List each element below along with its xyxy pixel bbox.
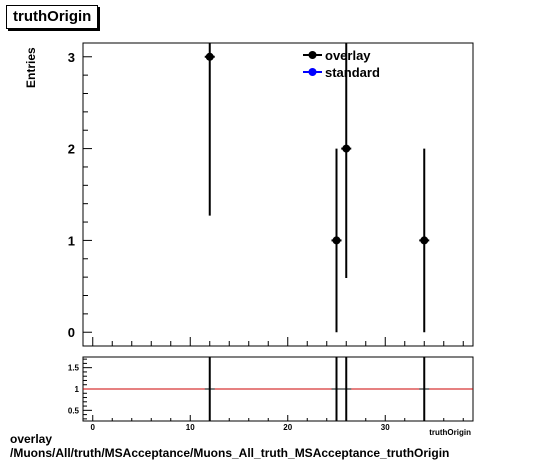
x-axis-label: truthOrigin bbox=[429, 428, 471, 437]
ratio-y-tick-label: 1.5 bbox=[68, 364, 80, 373]
y-tick-label: 3 bbox=[68, 50, 75, 65]
legend-label: overlay bbox=[325, 48, 371, 63]
chart-title: truthOrigin bbox=[6, 5, 99, 29]
ratio-x-tick-label: 30 bbox=[381, 423, 390, 432]
y-tick-label: 2 bbox=[68, 142, 75, 157]
legend-marker bbox=[308, 51, 317, 59]
data-point bbox=[342, 144, 351, 153]
ratio-x-tick-label: 0 bbox=[91, 423, 96, 432]
main-plot: 0 1 2 3 overlay standard bbox=[68, 42, 474, 347]
caption: overlay /Muons/All/truth/MSAcceptance/Mu… bbox=[10, 432, 449, 460]
caption-line-2: /Muons/All/truth/MSAcceptance/Muons_All_… bbox=[10, 446, 450, 460]
ratio-x-tick-label: 20 bbox=[283, 423, 292, 432]
ratio-x-tick-label: 10 bbox=[186, 423, 195, 432]
ratio-plot: 0.5 1 1.5 0 10 20 30 truthOrigin bbox=[68, 356, 474, 437]
legend-marker bbox=[308, 68, 317, 76]
y-tick-label: 0 bbox=[68, 325, 75, 340]
caption-line-1: overlay bbox=[10, 432, 53, 446]
data-point bbox=[205, 52, 214, 61]
plot-frame bbox=[82, 42, 474, 347]
y-tick-label: 1 bbox=[68, 233, 75, 248]
data-point bbox=[420, 236, 429, 245]
legend-label: standard bbox=[325, 65, 380, 80]
data-point bbox=[332, 236, 341, 245]
ratio-y-tick-label: 1 bbox=[75, 385, 80, 394]
ratio-y-tick-label: 0.5 bbox=[68, 406, 80, 415]
